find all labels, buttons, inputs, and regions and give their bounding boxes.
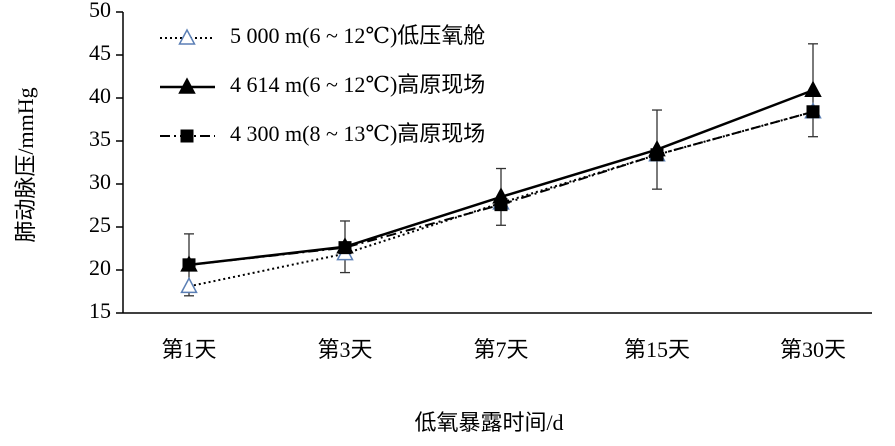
x-tick-label: 第3天 (317, 337, 372, 362)
legend-marker (178, 77, 196, 94)
legend-label: 5 000 m(6 ~ 12℃)低压氧舱 (230, 23, 485, 48)
x-tick-label: 第7天 (473, 337, 528, 362)
y-tick-label: 20 (89, 255, 111, 280)
legend-marker (178, 28, 196, 45)
x-tick-label: 第1天 (161, 337, 216, 362)
data-point (494, 198, 508, 212)
data-point (806, 105, 820, 119)
y-tick-label: 40 (89, 83, 111, 108)
series-line (188, 110, 814, 266)
legend-marker (180, 129, 194, 143)
series-line (188, 110, 814, 288)
y-tick-label: 35 (89, 126, 111, 151)
data-point (650, 148, 664, 162)
legend-label: 4 614 m(6 ~ 12℃)高原现场 (230, 72, 485, 97)
data-point (338, 241, 352, 255)
y-axis-label: 肺动脉压/mmHg (13, 87, 38, 242)
data-point (180, 276, 198, 294)
y-tick-label: 15 (89, 298, 111, 323)
y-tick-label: 50 (89, 0, 111, 22)
x-tick-label: 第15天 (624, 337, 690, 362)
x-tick-label: 第30天 (780, 337, 846, 362)
legend-label: 4 300 m(8 ~ 13℃)高原现场 (230, 121, 485, 146)
y-tick-label: 45 (89, 40, 111, 65)
y-tick-label: 25 (89, 212, 111, 237)
data-point (182, 258, 196, 272)
data-point (804, 80, 822, 98)
x-axis-label: 低氧暴露时间/d (414, 410, 563, 435)
y-tick-label: 30 (89, 169, 111, 194)
